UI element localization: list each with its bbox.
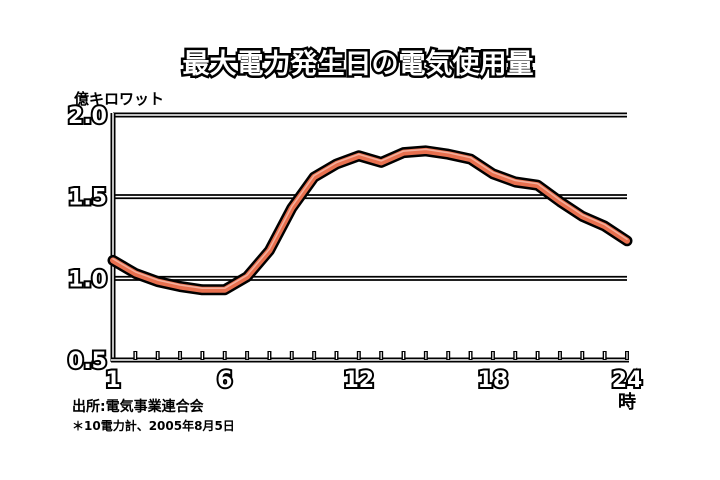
data-point-3: [155, 279, 161, 285]
data-point-19: [512, 179, 518, 185]
source-note: 出所:電気事業連合会: [72, 399, 204, 415]
data-point-13: [378, 159, 384, 165]
data-point-7: [244, 274, 250, 280]
series-line: [110, 147, 630, 293]
data-point-2: [132, 270, 138, 276]
data-point-15: [423, 148, 429, 154]
y-tick-label-0.5: 0.5: [68, 349, 107, 374]
x-tick-label-24: 24: [612, 368, 643, 393]
data-point-10: [311, 174, 317, 180]
x-tick-label-1: 1: [105, 368, 120, 393]
y-tick-label-2.0: 2.0: [68, 104, 107, 129]
y-axis-label: 億キロワット: [74, 90, 164, 108]
title-layer: 最大電力発生日の電気使用量: [180, 46, 536, 83]
x-tick-label-6: 6: [217, 368, 232, 393]
data-point-9: [289, 205, 295, 211]
y-tick-label-1.0: 1.0: [68, 267, 107, 292]
data-point-4: [177, 284, 183, 290]
chart-title: 最大電力発生日の電気使用量: [183, 48, 534, 80]
axis-layer: [110, 113, 629, 363]
data-point-16: [445, 151, 451, 157]
data-point-17: [468, 156, 474, 162]
y-tick-label-1.5: 1.5: [68, 186, 107, 211]
x-tick-label-18: 18: [478, 368, 509, 393]
data-point-20: [535, 182, 541, 188]
grid-layer: [113, 112, 627, 281]
data-point-6: [222, 287, 228, 293]
data-point-8: [266, 248, 272, 254]
data-point-1: [110, 257, 116, 263]
data-point-23: [602, 223, 608, 229]
footnote-note: ＊10電力計、2005年8月5日: [72, 419, 235, 433]
series-line-outline: [107, 145, 633, 296]
data-point-11: [333, 161, 339, 167]
series-line-highlight: [112, 148, 628, 290]
series-layer: [107, 145, 633, 296]
data-point-5: [199, 287, 205, 293]
data-point-22: [579, 213, 585, 219]
x-tick-label-12: 12: [344, 368, 375, 393]
data-point-18: [490, 171, 496, 177]
label-layer: 0.5 1.0 1.5 2.0 1 6 12 18 24時: [66, 102, 644, 413]
x-axis-unit: 時: [618, 392, 636, 413]
data-point-12: [356, 153, 362, 159]
data-point-24: [624, 238, 630, 244]
data-point-21: [557, 199, 563, 205]
data-point-14: [401, 150, 407, 156]
